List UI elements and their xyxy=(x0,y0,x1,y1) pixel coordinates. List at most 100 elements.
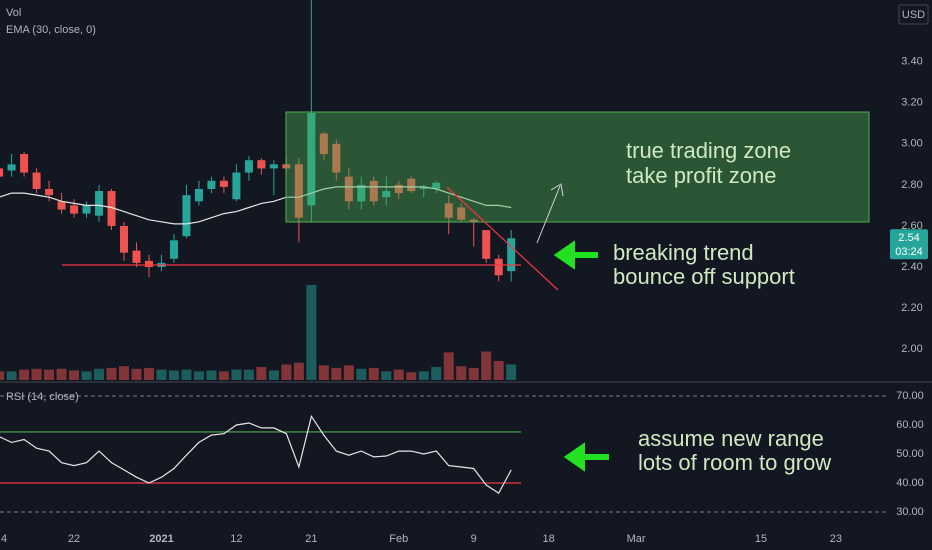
volume-bar xyxy=(443,352,454,380)
candle-body xyxy=(382,191,391,198)
x-tick-label: 9 xyxy=(471,533,477,545)
volume-bar xyxy=(493,361,504,380)
volume-bar xyxy=(156,369,167,380)
candle-body xyxy=(7,164,16,171)
x-tick-label: 12 xyxy=(230,533,242,545)
candle-body xyxy=(369,180,378,202)
candle-body xyxy=(482,230,491,259)
candle-body xyxy=(0,168,4,177)
candle-body xyxy=(45,188,54,196)
candle-body xyxy=(194,188,203,202)
annotation: lots of room to grow xyxy=(638,450,831,475)
y-tick-label: 50.00 xyxy=(896,448,924,460)
candle-body xyxy=(182,195,191,237)
volume-bar xyxy=(143,367,154,380)
volume-bar xyxy=(456,366,467,380)
candle-body xyxy=(32,172,41,189)
volume-bar xyxy=(268,370,279,380)
currency: USD xyxy=(902,9,925,21)
volume-bar xyxy=(0,371,5,380)
volume-bar xyxy=(318,365,329,380)
volume-bar xyxy=(418,371,429,380)
candle-body xyxy=(219,180,228,187)
annotation: true trading zone xyxy=(626,138,791,163)
volume-bar xyxy=(69,370,80,380)
volume-bar xyxy=(381,371,392,380)
volume-bar xyxy=(19,369,30,380)
volume-bar xyxy=(44,369,55,380)
y-tick-label: 3.40 xyxy=(901,56,922,68)
y-tick-label: 40.00 xyxy=(896,477,924,489)
y-tick-label: 3.00 xyxy=(901,138,922,150)
volume-bar xyxy=(131,368,142,380)
annotation: assume new range xyxy=(638,426,824,451)
volume-bar xyxy=(243,369,254,380)
ema-line xyxy=(0,186,512,225)
volume-bar xyxy=(94,368,105,380)
candle-body xyxy=(120,225,128,253)
legend-entry: EMA (30, close, 0) xyxy=(6,24,96,36)
x-tick-label: 4 xyxy=(1,533,7,545)
volume-bar xyxy=(506,364,517,380)
currency-box[interactable] xyxy=(898,4,929,25)
x-tick-label: 2021 xyxy=(149,533,173,545)
volume-bar xyxy=(331,367,342,380)
y-tick-label: 30.00 xyxy=(896,506,924,518)
legend-entry: Vol xyxy=(6,7,21,19)
volume-bar xyxy=(406,372,417,380)
candle-body xyxy=(269,164,278,169)
price-pane xyxy=(0,0,517,380)
volume-bar xyxy=(81,371,92,380)
volume-bar xyxy=(481,351,492,380)
candle-body xyxy=(207,180,216,189)
candle-body xyxy=(432,182,441,189)
green-arrow xyxy=(553,240,598,270)
rsi-pane xyxy=(0,395,888,513)
candle-body xyxy=(407,178,416,192)
x-tick-label: Feb xyxy=(389,533,408,545)
x-tick-label: 18 xyxy=(543,533,555,545)
y-tick-label: 2.40 xyxy=(901,261,922,273)
volume-bar xyxy=(343,365,354,380)
volume-bar xyxy=(31,368,42,380)
y-tick-label: 2.80 xyxy=(901,179,922,191)
annotation: breaking trend xyxy=(613,240,754,265)
volume-bar xyxy=(368,367,379,380)
up-arrow xyxy=(536,183,564,244)
volume-bar xyxy=(256,367,267,380)
volume-bar xyxy=(356,368,367,380)
annotation: take profit zone xyxy=(626,163,776,188)
candle-body xyxy=(469,219,478,222)
candle-body xyxy=(82,205,91,214)
volume-bar xyxy=(206,370,217,380)
candle-body xyxy=(344,176,353,202)
y-tick-label: 70.00 xyxy=(896,390,924,402)
axes: 3.40 3.20 3.00 2.80 2.60 2.40 2.20 2.00 4 22 2021 1… xyxy=(1,56,928,545)
volume-bar xyxy=(6,371,17,380)
volume-bar xyxy=(431,367,442,380)
candle-body xyxy=(20,154,29,173)
candle-body xyxy=(294,164,303,218)
y-tick-label: 3.20 xyxy=(901,97,922,109)
candle-body xyxy=(357,184,366,202)
candle-body xyxy=(444,203,453,218)
candle-body xyxy=(494,258,503,276)
candle-body xyxy=(332,143,341,173)
last-price: 2.54 xyxy=(898,232,919,244)
candle-body xyxy=(132,250,141,263)
rsi-line xyxy=(0,414,512,494)
x-tick-label: 22 xyxy=(68,533,80,545)
volume-bar xyxy=(393,369,404,380)
trading-zone xyxy=(285,111,870,223)
green-arrow xyxy=(563,442,609,472)
volume-bar xyxy=(168,370,179,380)
x-tick-label: 21 xyxy=(305,533,317,545)
candle-body xyxy=(419,186,428,189)
volume-bar xyxy=(106,367,117,380)
volume-bar xyxy=(193,371,204,380)
y-tick-label: 2.20 xyxy=(901,302,922,314)
y-tick-label: 2.60 xyxy=(901,220,922,232)
